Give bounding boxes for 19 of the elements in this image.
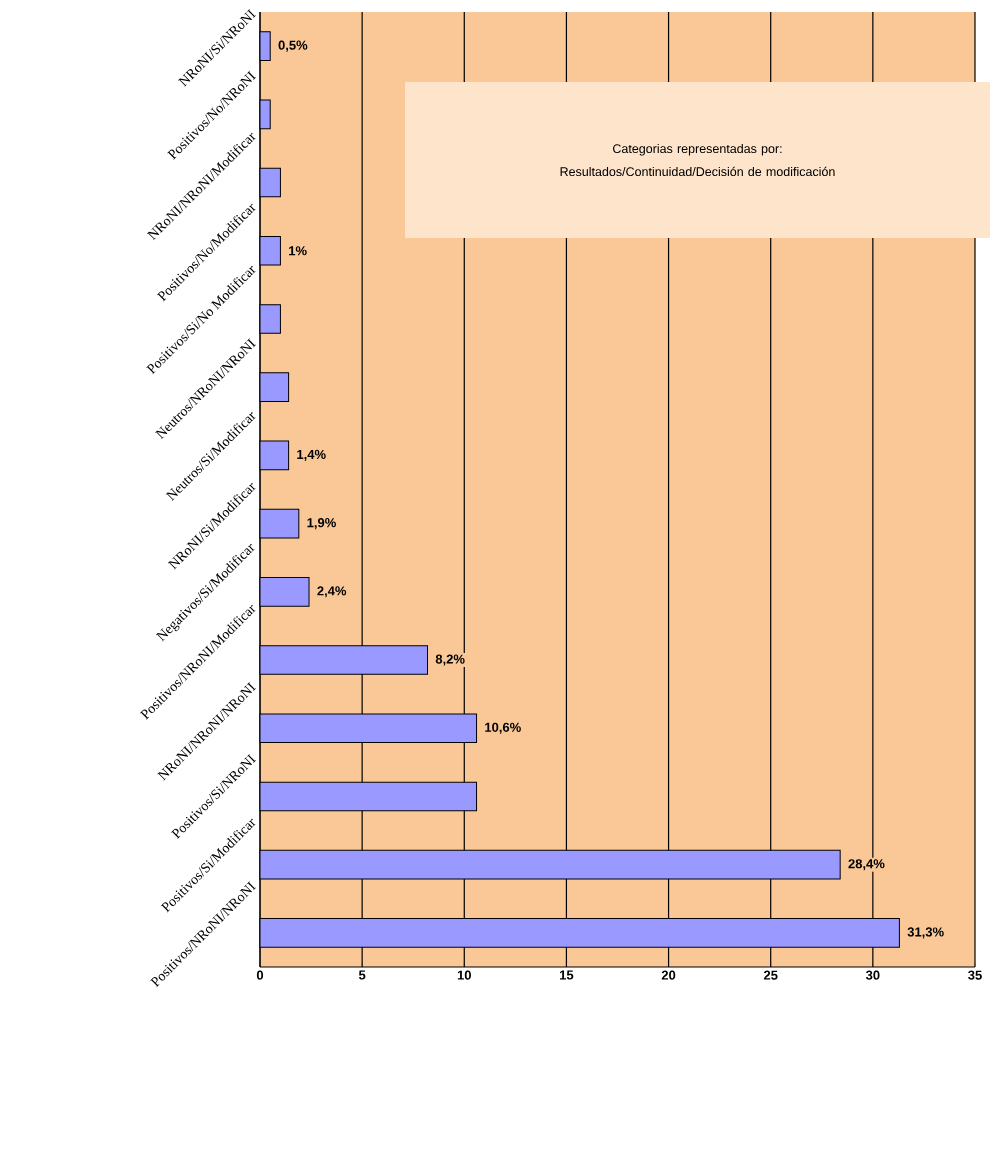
x-tick-label: 5 <box>358 970 366 980</box>
data-label: 1,9% <box>307 518 336 530</box>
data-label: 2,4% <box>317 586 347 598</box>
data-label: 0,5% <box>278 40 308 52</box>
data-label: 10,6% <box>485 722 521 734</box>
data-label: 8,2% <box>435 654 465 666</box>
data-label: 1,4% <box>297 449 326 461</box>
annotation: Resultados/Continuidad/Decisión de modificación <box>560 166 835 177</box>
annotation: Categorias representadas por: <box>613 143 782 156</box>
x-tick-label: 0 <box>256 970 264 980</box>
x-tick-label: 15 <box>560 970 574 980</box>
data-label: 1% <box>289 246 307 256</box>
x-tick-label: 10 <box>457 970 471 980</box>
data-label: 28,4% <box>848 859 885 871</box>
x-tick-label: 30 <box>865 970 880 980</box>
data-label: 31,3% <box>907 927 944 939</box>
x-tick-label: 25 <box>763 970 778 980</box>
x-tick-label: 20 <box>661 970 676 980</box>
x-tick-label: 35 <box>968 970 982 980</box>
